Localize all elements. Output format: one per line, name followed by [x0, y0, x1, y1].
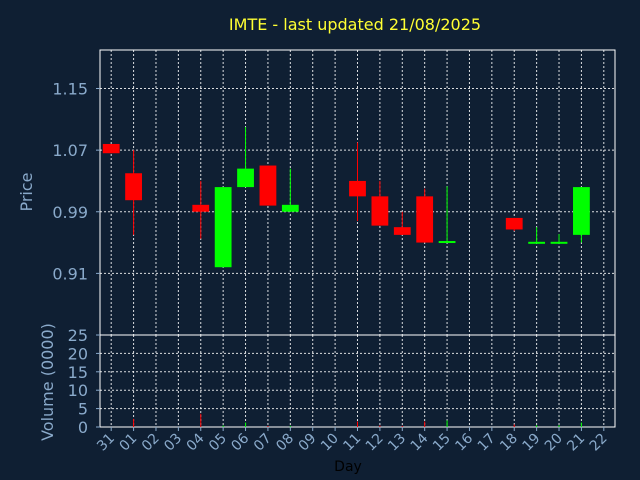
candle-body	[393, 227, 411, 235]
candle-13	[393, 211, 411, 235]
candle-body	[237, 168, 254, 188]
price-tick-label: 0.91	[52, 264, 88, 283]
volume-tick-label: 20	[68, 344, 88, 363]
price-axis: 1.15 1.07 0.99 0.91	[52, 80, 100, 283]
candle-20	[550, 234, 568, 244]
volume-tick-label: 5	[78, 400, 88, 419]
volume-tick-label: 25	[68, 326, 88, 345]
price-tick-label: 1.07	[52, 141, 88, 160]
candle-08	[281, 168, 299, 212]
volume-axis-label: Volume (0000)	[38, 323, 57, 441]
x-axis-label: Day	[334, 459, 362, 475]
candle-18	[505, 217, 523, 232]
candle-06	[237, 127, 254, 188]
price-tick-label: 1.15	[52, 80, 88, 99]
candle-01	[125, 150, 142, 235]
candle-body	[125, 173, 142, 201]
candle-14	[416, 188, 434, 243]
candle-body	[573, 187, 590, 235]
volume-grid	[100, 334, 615, 428]
candle-19	[528, 227, 546, 244]
candle-31	[102, 143, 120, 154]
candle-12	[371, 180, 389, 226]
candle-07	[259, 165, 277, 206]
volume-tick-label: 0	[78, 418, 88, 437]
candle-body	[281, 204, 299, 212]
candle-body	[416, 196, 434, 243]
candles	[102, 127, 590, 268]
candle-body	[192, 204, 210, 212]
volume-tick-label: 15	[68, 363, 88, 382]
candle-15	[438, 186, 456, 244]
candle-11	[349, 142, 366, 221]
candle-04	[192, 180, 210, 239]
candle-body	[349, 180, 366, 197]
candle-body	[214, 187, 232, 268]
candle-body	[550, 241, 568, 244]
candle-body	[438, 241, 456, 244]
chart-title: IMTE - last updated 21/08/2025	[229, 15, 481, 34]
volume-tick-label: 10	[68, 381, 88, 400]
price-tick-label: 0.99	[52, 203, 88, 222]
candle-21	[573, 187, 590, 243]
candle-body	[371, 196, 389, 226]
price-axis-label: Price	[17, 172, 36, 211]
candle-body	[505, 217, 523, 230]
candle-body	[259, 165, 277, 206]
volume-bars	[133, 413, 582, 427]
candle-body	[102, 143, 120, 154]
candle-05	[214, 187, 232, 268]
candle-body	[528, 241, 546, 244]
